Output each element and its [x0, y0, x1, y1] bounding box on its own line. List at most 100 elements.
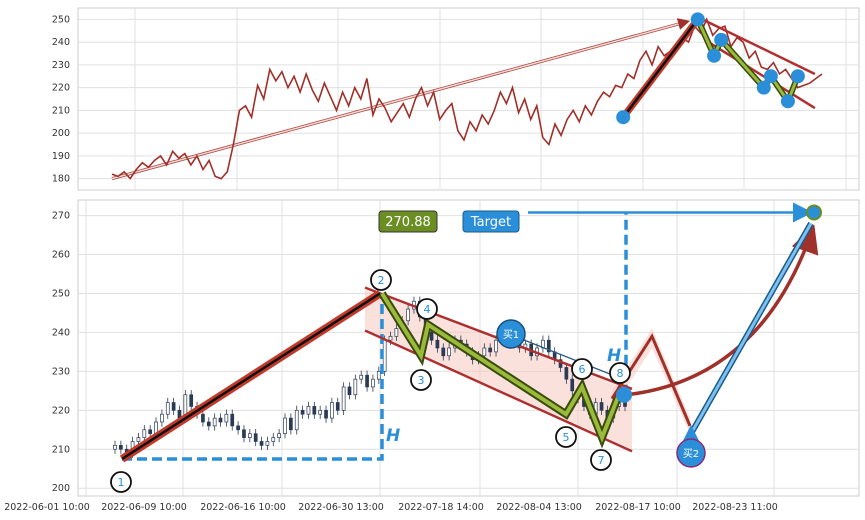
top-long-arrow	[111, 18, 690, 180]
candle-body	[482, 347, 487, 357]
bottom-y-tick-label: 210	[52, 444, 70, 455]
top-pivot-point	[707, 48, 722, 63]
candle-body	[330, 402, 334, 419]
top-panel: 180 190 200 210 220 230 240 250	[52, 7, 860, 191]
candle-body	[224, 413, 229, 423]
candle-body	[206, 421, 211, 427]
top-overlay	[616, 12, 816, 125]
candle-body	[283, 417, 287, 435]
candle-body	[300, 409, 305, 415]
bottom-panel: 200 210 220 230 240 250 260 270 2022-06-01 10:0…	[4, 199, 860, 513]
candle-body	[259, 441, 264, 446]
wave-label-6: 6	[579, 363, 586, 376]
value-label-bg	[378, 210, 438, 233]
height-measure-1	[122, 293, 384, 461]
target-point	[806, 204, 822, 221]
candle-body	[212, 417, 217, 427]
top-y-tick-label: 210	[52, 105, 70, 116]
top-pivot-point	[763, 69, 778, 84]
top-y-tick-label: 250	[52, 14, 70, 25]
candle-body	[494, 339, 498, 353]
top-pivot-point	[616, 110, 631, 125]
candle-body	[429, 332, 434, 341]
bottom-x-tick-label: 2022-08-17 10:00	[595, 502, 681, 513]
top-pivot-point	[714, 32, 729, 47]
wave-label-circle	[590, 449, 612, 471]
wave-label-8: 8	[617, 367, 624, 380]
value-label-text: 270.88	[385, 215, 431, 230]
candle-body	[365, 374, 369, 388]
candle-body	[359, 374, 364, 380]
top-y-tick-label: 190	[52, 151, 70, 162]
bottom-grid	[78, 200, 859, 496]
buy1-marker: 买1	[496, 319, 526, 349]
target-label-bg	[462, 210, 520, 233]
candle-body	[347, 386, 352, 396]
candle-body	[236, 425, 240, 431]
bottom-y-tick-label: 260	[52, 250, 70, 261]
height-label-2: H	[607, 346, 621, 366]
candle-body	[435, 339, 440, 349]
bottom-x-tick-label: 2022-06-16 10:00	[200, 502, 286, 513]
candle-body	[247, 433, 252, 438]
top-y-tick-label: 220	[52, 83, 70, 94]
bottom-y-tick-label: 200	[52, 483, 70, 494]
candle-body	[564, 367, 569, 380]
top-pivot-point	[780, 94, 795, 109]
candle-body	[599, 402, 604, 411]
top-grid	[78, 8, 859, 190]
candle-body	[136, 437, 141, 442]
candle-body	[218, 417, 223, 423]
buy1-connector	[523, 339, 621, 379]
candle-body	[324, 409, 328, 419]
bottom-x-tick-label: 2022-08-04 13:00	[496, 502, 582, 513]
top-y-tick-label: 230	[52, 60, 70, 71]
top-y-tick-label: 200	[52, 128, 70, 139]
top-channel-lower	[707, 41, 816, 110]
top-annotations	[111, 18, 690, 181]
top-plot-area	[77, 7, 860, 191]
candle-body	[271, 437, 276, 442]
bottom-y-tick-label: 250	[52, 288, 70, 299]
bottom-y-axis: 200 210 220 230 240 250 260 270	[52, 211, 70, 495]
candle-body	[441, 347, 446, 357]
candle-body	[394, 328, 399, 337]
buy1-point	[616, 386, 632, 403]
candle-body	[148, 429, 153, 435]
top-channel-upper	[697, 15, 816, 76]
projection-arrow	[689, 222, 813, 435]
top-y-tick-label: 240	[52, 37, 70, 48]
buy2-text: 买2	[683, 448, 699, 460]
bottom-x-tick-label: 2022-06-09 10:00	[101, 502, 187, 513]
top-y-tick-label: 180	[52, 174, 70, 185]
candle-body	[306, 406, 311, 415]
bottom-overlay: 1 2 3 4 5 6 7 8	[110, 202, 822, 493]
wave-label-7: 7	[598, 454, 605, 467]
zigzag-line	[380, 292, 624, 444]
buy2-circle	[676, 438, 706, 468]
projection-fill	[612, 328, 690, 434]
target-label-box: Target	[462, 210, 520, 233]
wave-label-5: 5	[563, 431, 570, 444]
candle-body	[160, 413, 164, 423]
bottom-y-tick-label: 270	[52, 211, 70, 222]
candle-body	[376, 371, 381, 380]
wave-label-4: 4	[424, 303, 431, 316]
wave-label-circle	[410, 369, 432, 391]
candle-body	[294, 409, 299, 431]
buy1-text: 买1	[503, 329, 519, 341]
bottom-x-tick-label: 2022-06-30 13:00	[298, 502, 384, 513]
candle-body	[253, 433, 258, 442]
candle-body	[488, 347, 493, 353]
main-trend-core	[121, 292, 381, 461]
candle-body	[570, 378, 575, 392]
top-pivot-point	[756, 80, 771, 95]
top-trend-core	[622, 18, 699, 118]
candle-body	[312, 406, 317, 415]
wave-label-2: 2	[378, 274, 385, 287]
bottom-x-tick-label: 2022-06-01 10:00	[4, 502, 90, 513]
candle-body	[335, 402, 340, 411]
candle-body	[201, 413, 205, 423]
